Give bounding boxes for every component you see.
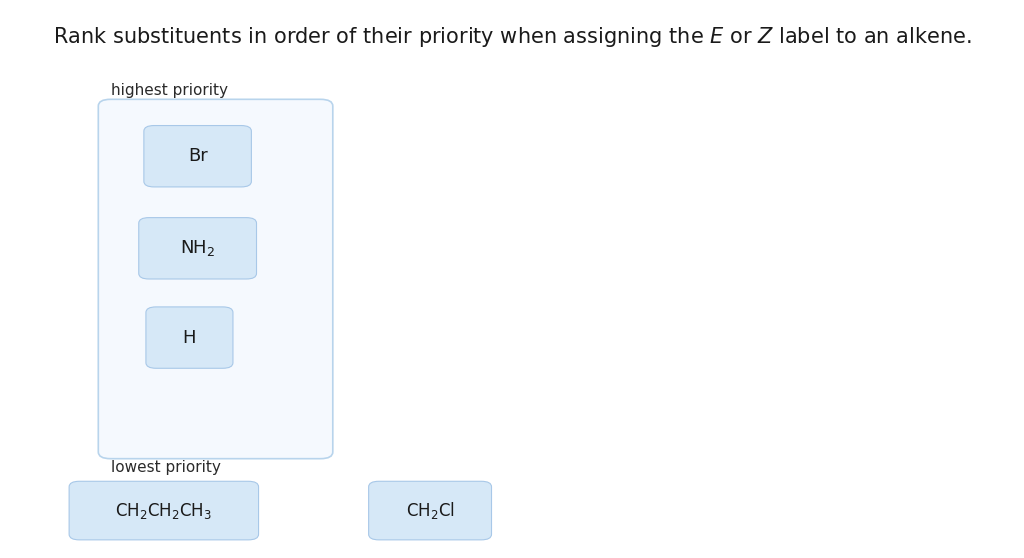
Text: NH$_2$: NH$_2$ bbox=[180, 238, 215, 258]
FancyBboxPatch shape bbox=[139, 218, 256, 279]
Text: Br: Br bbox=[187, 147, 208, 165]
FancyBboxPatch shape bbox=[143, 126, 252, 187]
Text: Rank substituents in order of their priority when assigning the $\it{E}$ or $\it: Rank substituents in order of their prio… bbox=[52, 25, 972, 49]
FancyBboxPatch shape bbox=[369, 481, 492, 540]
FancyBboxPatch shape bbox=[145, 307, 232, 368]
Text: CH$_2$Cl: CH$_2$Cl bbox=[406, 500, 455, 521]
Text: H: H bbox=[182, 329, 197, 347]
Text: CH$_2$CH$_2$CH$_3$: CH$_2$CH$_2$CH$_3$ bbox=[116, 501, 212, 521]
Text: highest priority: highest priority bbox=[111, 83, 227, 98]
FancyBboxPatch shape bbox=[70, 481, 258, 540]
Text: lowest priority: lowest priority bbox=[111, 460, 220, 475]
FancyBboxPatch shape bbox=[98, 99, 333, 459]
